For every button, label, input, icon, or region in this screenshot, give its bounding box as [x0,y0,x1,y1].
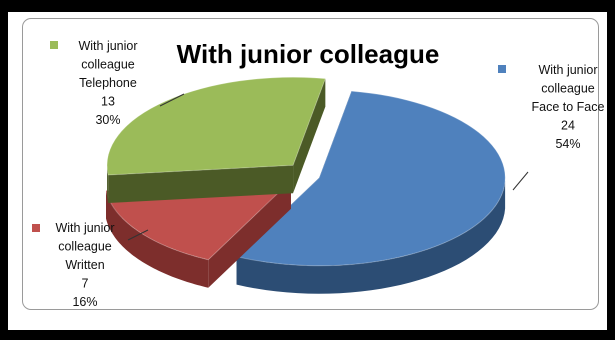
chart-title: With junior colleague [177,39,440,69]
leader-line [512,171,529,191]
data-label-with-junior-colleague-telephone: With junior colleague Telephone 13 30% [78,39,137,127]
pie-chart: With junior colleague Face to Face 24 54%Wit… [32,39,605,309]
slice-outer-wall [106,190,209,288]
data-label-line: 24 [561,119,575,133]
label-color-marker [50,41,58,49]
data-label-line: With junior [538,63,597,77]
data-label-with-junior-colleague-written: With junior colleague Written 7 16% [55,221,114,309]
data-label-line: colleague [58,240,112,254]
data-label-line: With junior [78,39,137,53]
chart-frame: With junior colleague Face to Face 24 54% Wit… [8,12,607,330]
slice-side-wall [293,78,326,194]
data-label-line: 16% [72,295,97,309]
slice-top-face [106,76,327,176]
pie-slice-with-junior-colleague-face-to-face [235,90,506,294]
data-label-line: Face to Face [532,100,605,114]
slice-side-wall [108,165,294,204]
slice-outer-wall [107,164,109,204]
data-label-line: 13 [101,95,115,109]
data-label-line: colleague [541,82,595,96]
data-label-line: 54% [555,137,580,151]
leader-line [127,229,149,241]
slice-top-face [235,90,506,267]
leader-line [159,93,185,107]
data-label-line: With junior [55,221,114,235]
data-label-line: 7 [82,277,89,291]
label-color-marker [498,65,506,73]
data-label-line: Telephone [79,76,137,90]
label-color-marker [32,224,40,232]
pie-slice-with-junior-colleague-telephone [106,76,327,204]
slice-outer-wall [236,180,506,294]
data-label-line: 30% [95,113,120,127]
data-label-line: colleague [81,58,135,72]
data-label-line: Written [65,258,104,272]
data-label-with-junior-colleague-face-to-face: With junior colleague Face to Face 24 54% [532,63,605,151]
